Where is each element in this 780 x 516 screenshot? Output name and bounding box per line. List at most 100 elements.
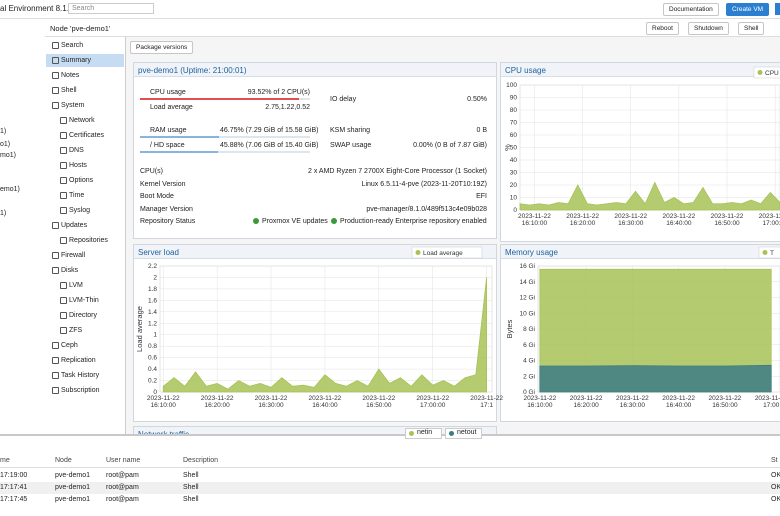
tree-item: 1) [0, 210, 7, 217]
nav-item[interactable]: Directory [69, 312, 98, 319]
log-cell: pve-demo1 [55, 472, 91, 479]
y-tick-label: 8 Gi [523, 326, 535, 333]
nav-icon [52, 102, 59, 109]
log-cell: 17:17:45 [0, 496, 28, 503]
nav-item[interactable]: Firewall [61, 252, 86, 259]
nav-item[interactable]: Replication [61, 357, 96, 364]
nav-item[interactable]: LVM-Thin [69, 297, 99, 304]
detail-value: pve-manager/8.1.0/489f513c4e09b028 [366, 205, 487, 213]
nav-item[interactable]: Disks [61, 267, 79, 274]
nav-icon [52, 267, 59, 274]
log-cell: OK [771, 484, 780, 491]
log-row-bg [0, 482, 780, 494]
panel-title: CPU usage [501, 63, 780, 77]
log-cell: 17:19:00 [0, 472, 28, 479]
x-tick-label: 2023-11-22 [755, 395, 780, 402]
nav-item[interactable]: Search [61, 42, 84, 49]
nav-icon [52, 42, 59, 49]
nav-item[interactable]: Options [69, 177, 94, 184]
x-tick-label: 16:20:00 [204, 402, 230, 409]
documentation-button[interactable]: Documentation [663, 3, 719, 16]
tree-item: o1) [0, 141, 11, 148]
status-label: IO delay [330, 96, 357, 103]
status-value: 2.75,1.22,0.52 [265, 104, 310, 111]
x-tick-label: 2023-11-22 [662, 213, 695, 220]
x-tick-label: 16:10:00 [522, 220, 548, 227]
x-tick-label: 16:20:00 [570, 220, 596, 227]
nav-item[interactable]: Subscription [61, 387, 100, 394]
nav-item[interactable]: Notes [61, 72, 80, 79]
x-tick-label: 2023-11-22 [566, 213, 599, 220]
x-tick-label: 16:40:00 [666, 402, 692, 409]
create-ct-button[interactable] [775, 3, 780, 15]
y-tick-label: 60 [510, 132, 518, 139]
nav-item[interactable]: Repositories [69, 237, 108, 244]
nav-item[interactable]: Syslog [69, 207, 91, 214]
plot-area [159, 265, 493, 393]
usage-fill [140, 98, 299, 100]
y-tick-label: 100 [506, 82, 517, 89]
x-tick-label: 17:00:00 [763, 220, 780, 227]
y-axis-label: Bytes [505, 319, 514, 338]
y-tick-label: 1 [153, 332, 157, 339]
status-panel: pve-demo1 (Uptime: 21:00:01) [133, 62, 497, 239]
detail-value: Linux 6.5.11-4-pve (2023-11-20T10:19Z) [361, 180, 487, 188]
shutdown-button[interactable]: Shutdown [688, 22, 729, 35]
log-header: User name [106, 457, 141, 464]
y-tick-label: 1.8 [148, 286, 157, 293]
nav-item[interactable]: LVM [69, 282, 83, 289]
x-tick-label: 2023-11-22 [255, 395, 288, 402]
detail-value: EFI [476, 193, 487, 200]
search-box[interactable]: Search [68, 3, 154, 14]
area-series [162, 277, 488, 393]
nav-item[interactable]: Shell [61, 87, 77, 94]
x-tick-label: 16:50:00 [714, 220, 740, 227]
nav-item[interactable]: Time [69, 192, 85, 199]
nav-item[interactable]: DNS [69, 147, 84, 154]
y-tick-label: 2 [153, 274, 157, 281]
nav-item[interactable]: Summary [61, 57, 91, 64]
nav-item[interactable]: Network [69, 117, 95, 124]
y-tick-label: 4 Gi [523, 358, 535, 365]
nav-icon [60, 117, 67, 124]
legend-label: netout [457, 429, 477, 436]
legend-label: CPU usage [765, 70, 780, 77]
tree-item: mo1) [0, 152, 16, 159]
status-value: 46.75% (7.29 GiB of 15.58 GiB) [220, 127, 319, 134]
nav-item[interactable]: Certificates [69, 132, 105, 139]
x-tick-label: 17:00 [763, 402, 780, 409]
log-cell: OK [771, 496, 780, 503]
repo-ok [331, 218, 337, 224]
nav-item[interactable]: Hosts [69, 162, 87, 169]
area-series [539, 364, 772, 393]
nav-icon [60, 147, 67, 154]
x-tick-label: 2023-11-22 [416, 395, 449, 402]
package-versions-button[interactable]: Package versions [130, 41, 194, 54]
area-series [519, 181, 780, 211]
nav-icon [52, 222, 59, 229]
nav-item[interactable]: System [61, 102, 85, 109]
product-title: al Environment 8.1.0 [0, 4, 74, 13]
log-cell: root@pam [106, 472, 139, 479]
nav-item[interactable]: ZFS [69, 327, 83, 334]
nav-item[interactable]: Updates [61, 222, 88, 229]
x-tick-label: 17:00:00 [420, 402, 446, 409]
legend-dot [409, 431, 414, 436]
shell-button[interactable]: Shell [738, 22, 765, 35]
legend-label: T [770, 250, 774, 257]
y-tick-label: 1.4 [148, 309, 157, 316]
x-tick-label: 2023-11-22 [759, 213, 780, 220]
reboot-button[interactable]: Reboot [646, 22, 679, 35]
status-value: 0.00% (0 B of 7.87 GiB) [413, 142, 487, 149]
nav-icon [52, 87, 59, 94]
log-cell: pve-demo1 [55, 496, 91, 503]
nav-item[interactable]: Task History [61, 372, 100, 379]
create-vm-button[interactable]: Create VM [726, 3, 770, 16]
top-bar [0, 0, 780, 19]
status-label: CPU usage [150, 89, 186, 96]
x-tick-label: 2023-11-22 [523, 395, 556, 402]
nav-item[interactable]: Ceph [61, 342, 78, 349]
legend-dot [449, 431, 454, 436]
y-tick-label: 0 Gi [523, 389, 535, 396]
